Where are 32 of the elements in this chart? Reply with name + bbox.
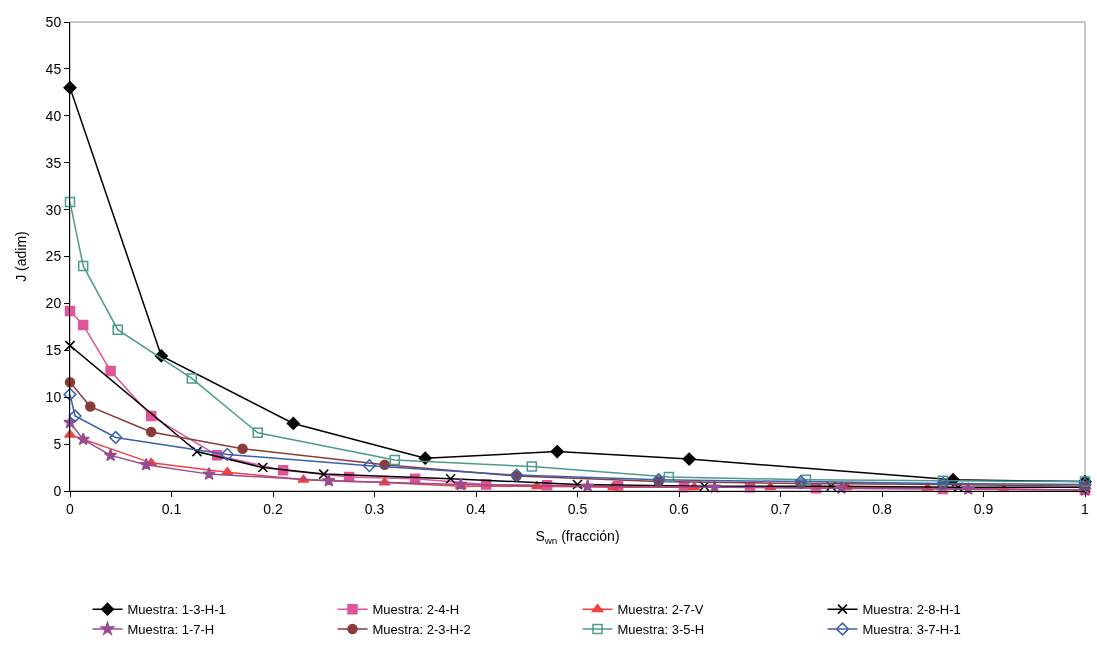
y-tick-label: 40 — [45, 107, 62, 124]
y-axis-title: J (adim) — [13, 231, 30, 282]
x-tick-label: 0.7 — [770, 500, 791, 517]
x-tick-label: 0.5 — [567, 500, 588, 517]
y-tick-label: 30 — [45, 201, 62, 218]
x-tick-label: 0.2 — [263, 500, 283, 517]
legend-label: Muestra: 2-4-H — [372, 602, 460, 618]
legend-label: Muestra: 2-3-H-2 — [372, 622, 471, 638]
x-tick-label: 0.8 — [872, 500, 892, 517]
y-tick-label: 20 — [45, 295, 62, 312]
y-tick-label: 15 — [45, 342, 62, 359]
x-tick-label: 0 — [66, 500, 75, 517]
y-tick-label: 35 — [45, 154, 62, 171]
legend-label: Muestra: 3-5-H — [617, 622, 705, 638]
legend-label: Muestra: 3-7-H-1 — [862, 622, 961, 638]
x-tick-label: 0.6 — [669, 500, 689, 517]
y-tick-label: 10 — [45, 389, 62, 406]
y-tick-label: 0 — [53, 482, 62, 499]
x-tick-label: 0.3 — [364, 500, 385, 517]
legend-label: Muestra: 1-3-H-1 — [127, 602, 226, 618]
legend-label: Muestra: 2-8-H-1 — [862, 602, 961, 618]
x-tick-label: 0.1 — [161, 500, 182, 517]
x-tick-label: 0.4 — [466, 500, 486, 517]
legend-label: Muestra: 2-7-V — [617, 602, 704, 618]
legend-label: Muestra: 1-7-H — [127, 622, 215, 638]
x-axis-title: S$_{wn}$ (fracción) — [535, 528, 620, 547]
y-tick-label: 45 — [45, 60, 62, 77]
y-tick-label: 25 — [45, 248, 62, 265]
y-tick-label: 5 — [53, 436, 62, 452]
x-tick-label: 1 — [1081, 500, 1090, 517]
x-tick-label: 0.9 — [973, 500, 994, 517]
y-tick-label: 50 — [45, 13, 62, 30]
